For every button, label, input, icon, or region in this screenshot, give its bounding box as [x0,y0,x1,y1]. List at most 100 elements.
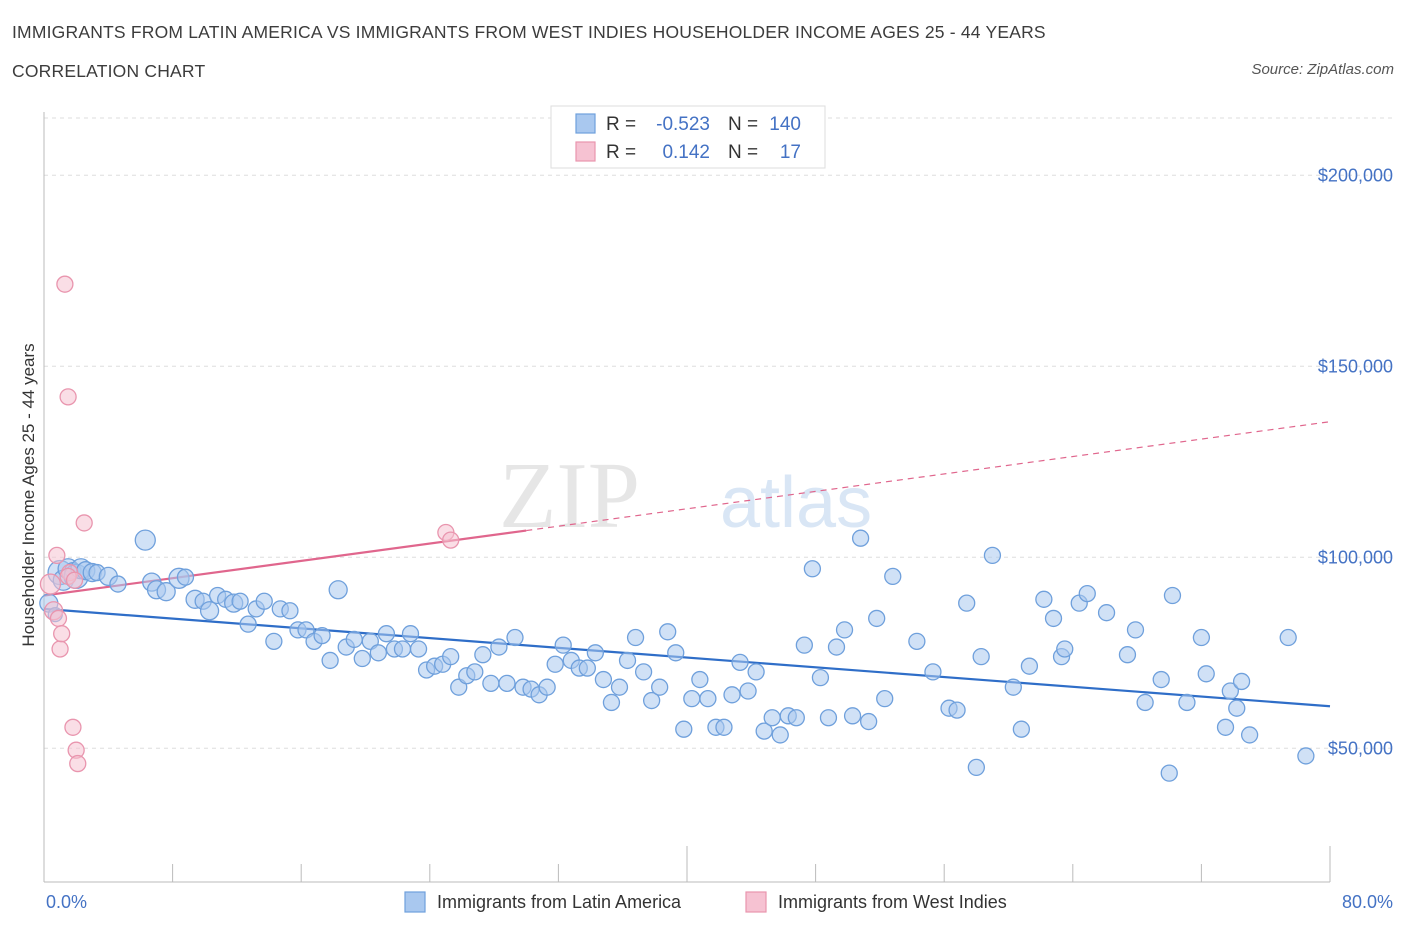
point-latin-america [691,670,709,689]
point-latin-america [602,693,621,712]
legend: R = -0.523 N = 140 R = 0.142 N = 17 [550,105,826,169]
point-west-indies [49,609,68,628]
point-latin-america [281,602,299,620]
point-latin-america [1279,628,1297,647]
point-latin-america [876,689,894,708]
y-tick-label: $200,000 [1318,165,1393,185]
point-latin-america [1035,590,1053,608]
point-latin-america [1192,628,1211,647]
point-latin-america [859,712,878,731]
point-latin-america [442,647,460,666]
point-latin-america [819,709,838,727]
point-latin-america [1097,604,1116,622]
point-west-indies [65,571,84,589]
point-latin-america [482,674,500,693]
point-latin-america [109,575,127,593]
source-credit: Source: ZipAtlas.com [1251,61,1394,78]
point-latin-america [1297,747,1315,765]
chart-subtitle: CORRELATION CHART [12,61,206,81]
point-latin-america [156,582,176,602]
point-latin-america [803,560,822,578]
legend-n-value: 17 [780,142,801,163]
point-latin-america [1136,693,1154,712]
point-latin-america [795,636,813,654]
point-latin-america [610,678,629,696]
trend-line-latin-america [43,607,1331,708]
point-latin-america [667,644,685,662]
point-latin-america [972,647,990,666]
point-latin-america [659,623,677,641]
y-tick-label: $150,000 [1318,356,1393,376]
point-latin-america [1160,764,1178,782]
point-latin-america [967,758,985,777]
point-latin-america [353,649,371,668]
point-latin-america [739,682,757,700]
point-latin-america [884,567,902,586]
trend-lines [43,421,1331,708]
point-latin-america [851,529,870,547]
point-latin-america [199,601,220,621]
point-latin-america [1221,682,1239,700]
point-latin-america [586,644,605,662]
point-latin-america [626,628,645,647]
x-tick-label: 80.0% [1342,892,1393,912]
point-latin-america [1078,584,1096,603]
point-latin-america [651,678,669,696]
point-latin-america [1044,609,1063,628]
x-tick-label: 0.0% [46,892,87,912]
point-latin-america [409,640,428,658]
y-tick-labels: $50,000 $100,000 $150,000 $200,000 [1318,165,1393,758]
point-latin-america [1152,670,1170,689]
point-latin-america [1216,718,1235,736]
point-latin-america [546,655,564,673]
point-latin-america [731,653,749,671]
point-latin-america [134,529,156,551]
point-latin-america [594,670,613,689]
point-latin-america [1126,621,1145,639]
point-latin-america [747,663,765,681]
point-latin-america [1178,693,1196,712]
axes [43,112,1331,883]
gridlines [44,117,1392,749]
point-west-indies [64,718,82,736]
point-latin-america [755,722,773,740]
chart-title: IMMIGRANTS FROM LATIN AMERICA VS IMMIGRA… [12,22,1046,42]
bottom-legend-label-latin-america: Immigrants from Latin America [437,892,682,912]
point-west-indies [59,388,77,406]
legend-r-value: -0.523 [656,114,710,135]
point-latin-america [763,709,781,727]
point-latin-america [1118,646,1137,664]
point-west-indies [51,640,69,658]
point-west-indies [69,754,87,773]
point-latin-america [1163,586,1182,605]
point-latin-america [958,594,976,612]
point-latin-america [634,663,653,681]
point-latin-america [1197,665,1215,683]
legend-r-label: R = [606,142,636,163]
legend-swatch-latin-america [575,113,596,134]
point-west-indies [48,546,66,565]
bottom-legend-swatch-west-indies [745,891,767,913]
point-latin-america [835,621,854,639]
point-latin-america [554,636,572,654]
point-latin-america [393,640,412,658]
point-latin-america [369,644,388,662]
point-latin-america [715,718,733,736]
legend-n-label: N = [728,142,758,163]
point-latin-america [1228,699,1246,717]
y-tick-label: $50,000 [1328,738,1393,758]
point-latin-america [345,630,363,649]
point-latin-america [699,689,717,708]
point-latin-america [377,625,396,643]
legend-r-label: R = [606,114,636,135]
point-latin-america [313,626,331,645]
point-latin-america [618,651,637,670]
point-latin-america [538,678,556,696]
point-latin-america [1012,720,1031,738]
point-west-indies [442,531,460,549]
bottom-legend: Immigrants from Latin America Immigrants… [404,891,1007,913]
y-axis-title: Householder Income Ages 25 - 44 years [19,343,38,646]
x-tick-labels: 0.0% 80.0% [46,892,1393,912]
point-latin-america [498,674,516,693]
